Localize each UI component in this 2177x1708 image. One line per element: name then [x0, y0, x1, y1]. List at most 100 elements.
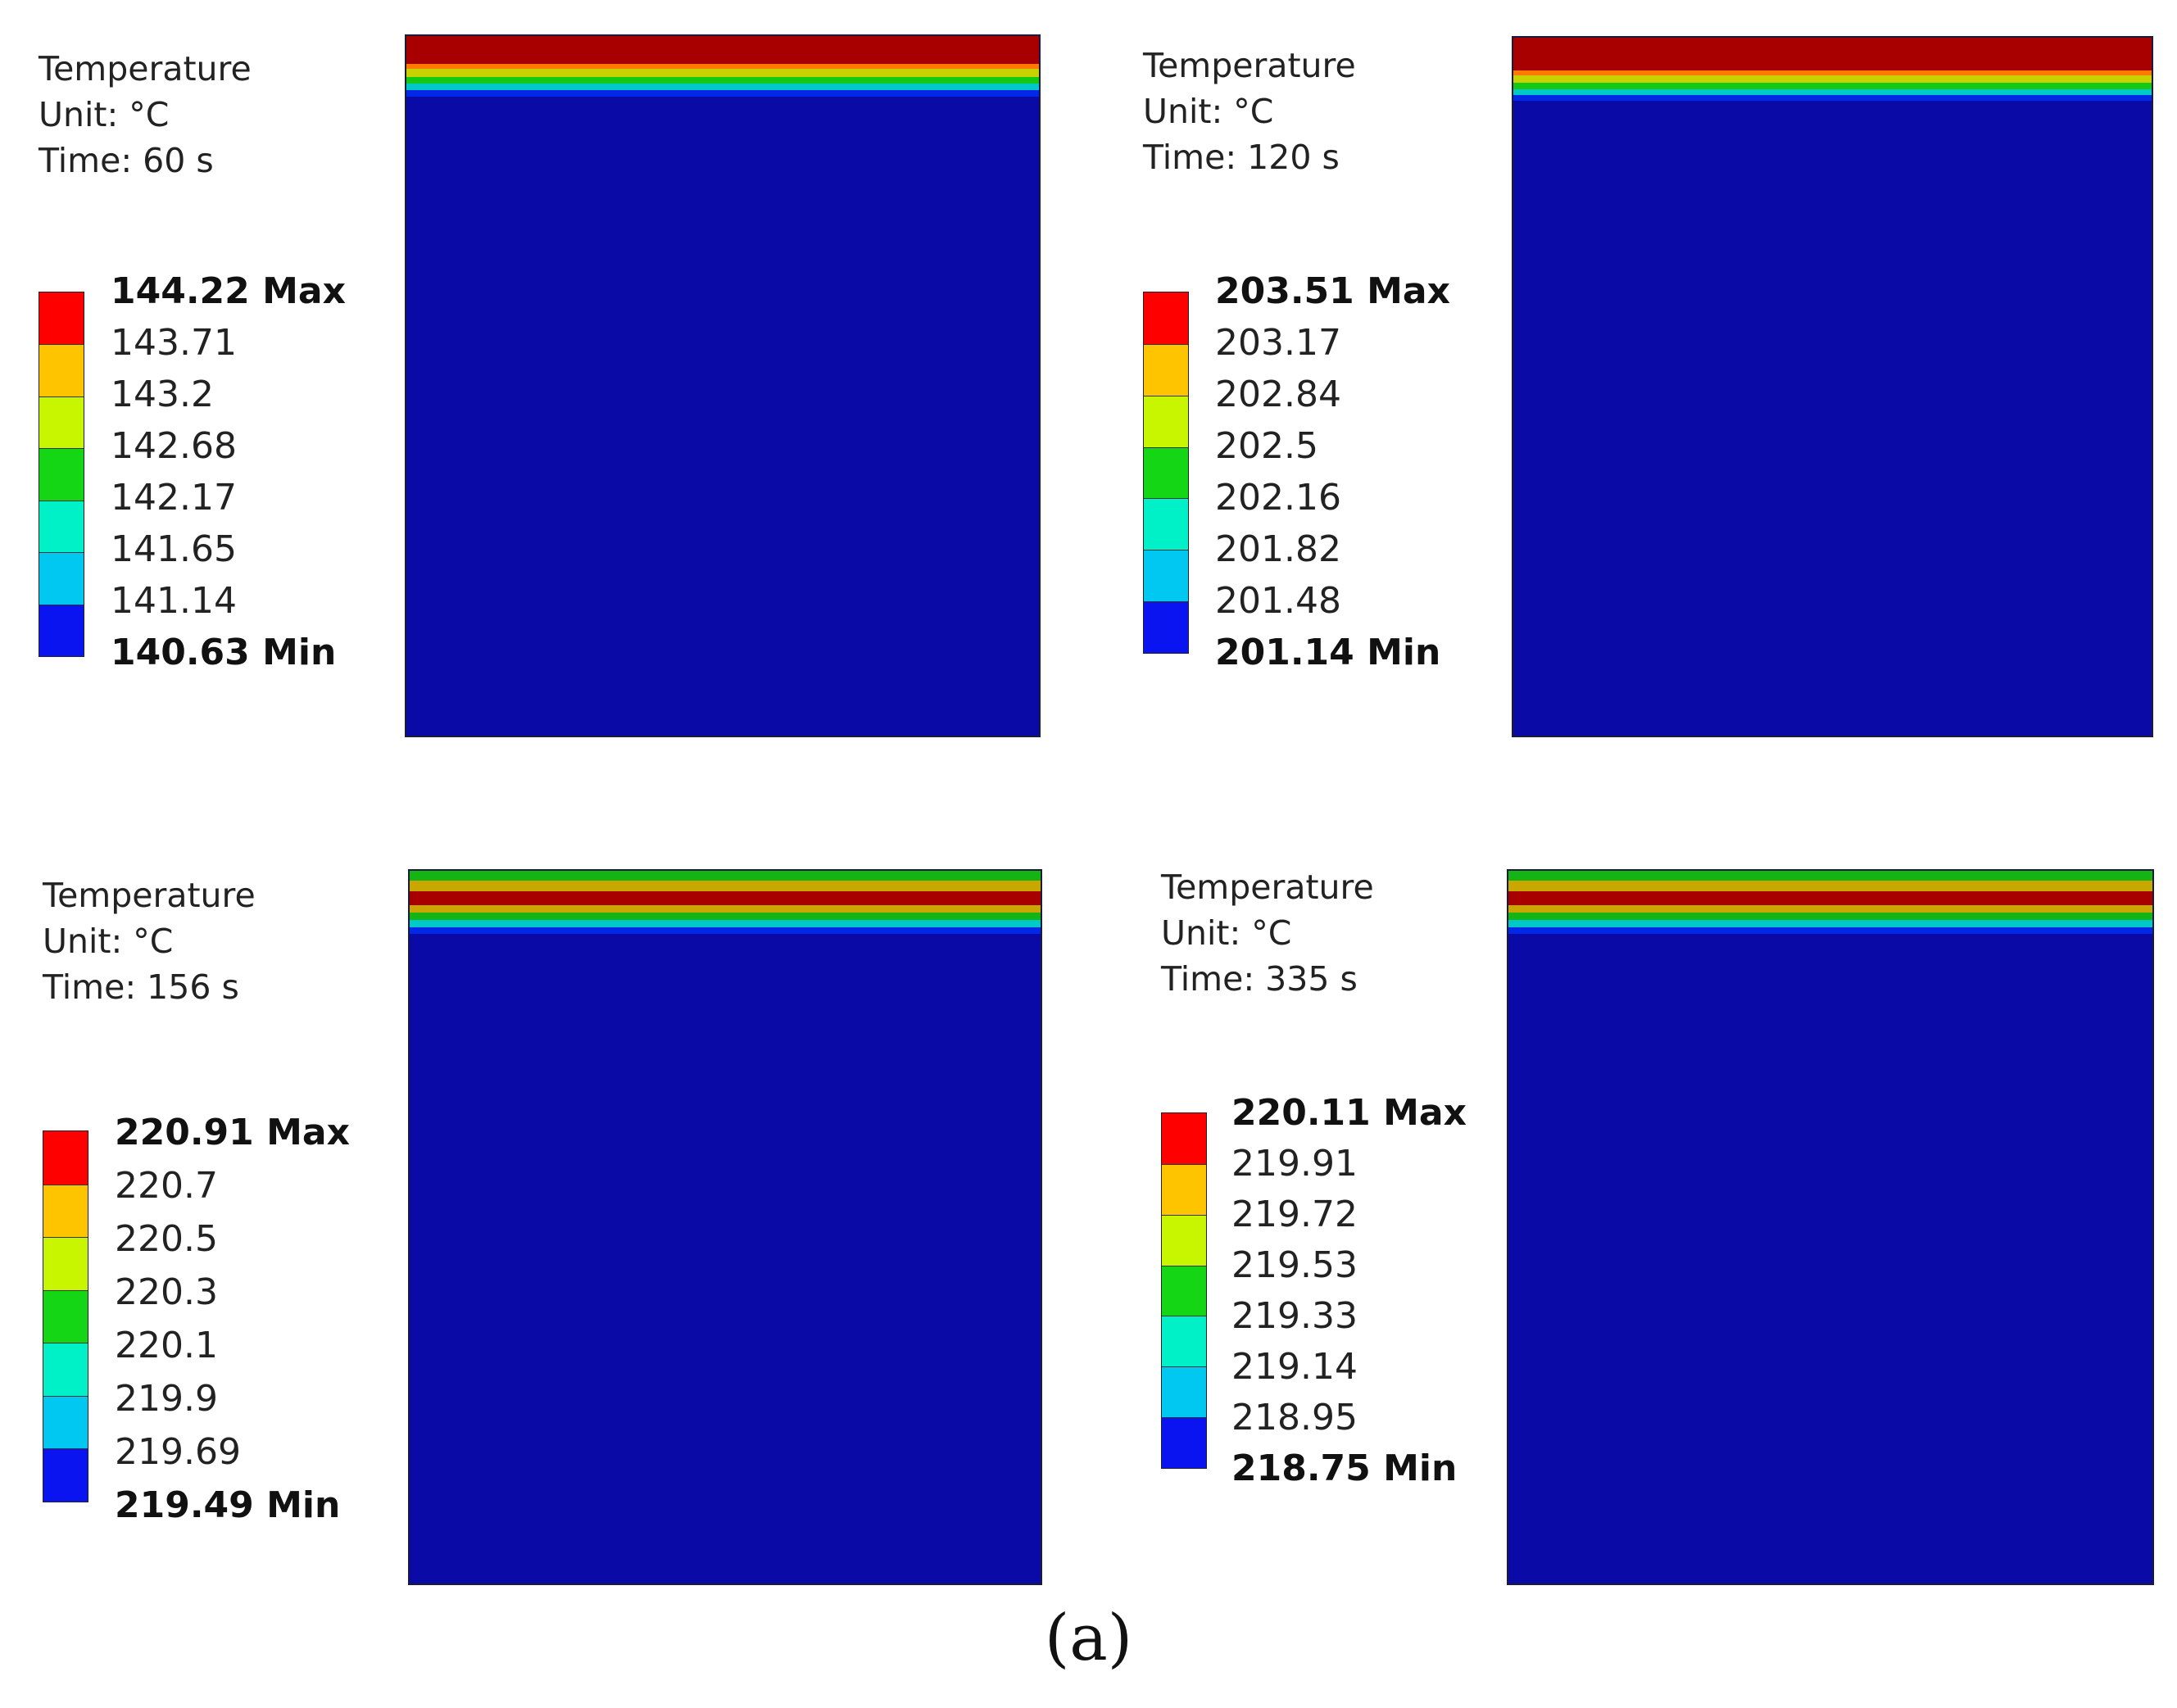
- legend-color-bar: [1161, 1112, 1207, 1469]
- temperature-band: [410, 926, 1041, 934]
- legend-min-label: 140.63 Min: [111, 632, 337, 673]
- temperature-band: [410, 890, 1041, 905]
- legend-swatch: [1144, 498, 1188, 550]
- temperature-band: [1508, 890, 2152, 905]
- legend-level-label: 201.82: [1215, 528, 1341, 570]
- legend-swatch: [43, 1448, 88, 1502]
- legend-swatch: [1144, 292, 1188, 344]
- legend-level-label: 141.65: [111, 528, 237, 570]
- legend-level-label: 219.14: [1231, 1346, 1358, 1388]
- legend-swatch: [39, 604, 84, 656]
- temperature-band: [410, 904, 1041, 913]
- legend-level-label: 220.1: [115, 1325, 218, 1366]
- temperature-band: [1508, 920, 2152, 927]
- temperature-band: [1508, 871, 2152, 881]
- legend-labels: 144.22 Max 143.71 143.2 142.68 142.17 14…: [111, 265, 346, 678]
- legend-level-label: 202.16: [1215, 477, 1341, 519]
- legend-color-bar: [43, 1130, 88, 1502]
- legend-level-label: 142.17: [111, 477, 237, 519]
- temperature-band: [1513, 95, 2152, 101]
- legend-level-label: 202.84: [1215, 374, 1341, 415]
- legend-level-label: 203.17: [1215, 322, 1341, 364]
- temperature-band: [1508, 881, 2152, 891]
- time-label: Time: 156 s: [43, 967, 239, 1007]
- unit-label: Unit: °C: [1161, 913, 1292, 953]
- legend-level-label: 220.3: [115, 1271, 218, 1313]
- time-label: Time: 120 s: [1143, 138, 1340, 177]
- legend-swatch: [43, 1395, 88, 1449]
- temperature-band: [410, 881, 1041, 891]
- temperature-band: [1513, 38, 2152, 71]
- legend-labels: 203.51 Max 203.17 202.84 202.5 202.16 20…: [1215, 265, 1450, 678]
- legend-level-label: 202.5: [1215, 425, 1318, 467]
- legend-swatch: [1162, 1366, 1206, 1418]
- quantity-title: Temperature: [1143, 46, 1356, 85]
- legend-level-label: 220.5: [115, 1218, 218, 1260]
- legend-swatch: [1162, 1214, 1206, 1266]
- legend-swatch: [1162, 1265, 1206, 1316]
- legend-swatch: [39, 552, 84, 605]
- temperature-band: [1513, 89, 2152, 96]
- temperature-contour-plot: [1507, 869, 2154, 1585]
- legend-swatch: [1144, 446, 1188, 499]
- quantity-title: Temperature: [39, 49, 252, 88]
- panel-info: Temperature Unit: °C Time: 156 s: [43, 872, 256, 1010]
- legend-level-label: 219.9: [115, 1378, 218, 1420]
- legend-min-label: 218.75 Min: [1231, 1447, 1458, 1489]
- legend-swatch: [1144, 343, 1188, 396]
- legend-level-label: 142.68: [111, 425, 237, 467]
- temperature-contour-plot: [1512, 36, 2153, 737]
- legend-max-label: 220.11 Max: [1231, 1092, 1467, 1134]
- legend-swatch: [43, 1237, 88, 1290]
- legend-swatch: [43, 1289, 88, 1343]
- temperature-band: [406, 68, 1039, 77]
- legend-swatch: [43, 1343, 88, 1396]
- legend-swatch: [39, 448, 84, 501]
- legend-color-bar: [39, 292, 84, 657]
- legend-level-label: 219.53: [1231, 1244, 1358, 1286]
- unit-label: Unit: °C: [1143, 92, 1274, 131]
- temperature-band: [1508, 926, 2152, 934]
- legend-max-label: 203.51 Max: [1215, 270, 1450, 312]
- quantity-title: Temperature: [1161, 868, 1374, 907]
- legend-swatch: [39, 292, 84, 345]
- temperature-band: [406, 76, 1039, 84]
- legend-swatch: [1162, 1163, 1206, 1215]
- temperature-band: [1513, 70, 2152, 76]
- legend-level-label: 201.48: [1215, 580, 1341, 622]
- temperature-band: [410, 871, 1041, 881]
- legend-level-label: 141.14: [111, 580, 237, 622]
- legend-swatch: [43, 1184, 88, 1238]
- time-label: Time: 335 s: [1161, 959, 1358, 999]
- legend-swatch: [1162, 1316, 1206, 1367]
- legend-labels: 220.11 Max 219.91 219.72 219.53 219.33 2…: [1231, 1088, 1467, 1494]
- panel-info: Temperature Unit: °C Time: 120 s: [1143, 43, 1356, 180]
- temperature-band: [406, 64, 1039, 69]
- legend-color-bar: [1143, 292, 1189, 654]
- legend-level-label: 219.91: [1231, 1143, 1358, 1185]
- time-label: Time: 60 s: [39, 141, 214, 180]
- temperature-band: [1508, 904, 2152, 913]
- legend-swatch: [1144, 395, 1188, 447]
- temperature-band: [410, 912, 1041, 921]
- legend-swatch: [39, 500, 84, 553]
- legend-swatch: [43, 1131, 88, 1185]
- legend-min-label: 201.14 Min: [1215, 632, 1441, 673]
- legend-min-label: 219.49 Min: [115, 1484, 341, 1526]
- legend-labels: 220.91 Max 220.7 220.5 220.3 220.1 219.9…: [115, 1106, 350, 1532]
- temperature-band: [406, 83, 1039, 90]
- quantity-title: Temperature: [43, 876, 256, 915]
- legend-level-label: 219.69: [115, 1431, 241, 1473]
- temperature-band: [1513, 75, 2152, 84]
- temperature-band: [406, 36, 1039, 65]
- legend-level-label: 220.7: [115, 1165, 218, 1207]
- temperature-band: [410, 920, 1041, 927]
- temperature-band: [1513, 83, 2152, 90]
- unit-label: Unit: °C: [39, 95, 170, 134]
- legend-swatch: [1144, 550, 1188, 602]
- legend-max-label: 144.22 Max: [111, 270, 346, 312]
- legend-level-label: 219.72: [1231, 1194, 1358, 1235]
- panel-info: Temperature Unit: °C Time: 335 s: [1161, 864, 1374, 1002]
- legend-max-label: 220.91 Max: [115, 1112, 350, 1153]
- legend-level-label: 219.33: [1231, 1295, 1358, 1337]
